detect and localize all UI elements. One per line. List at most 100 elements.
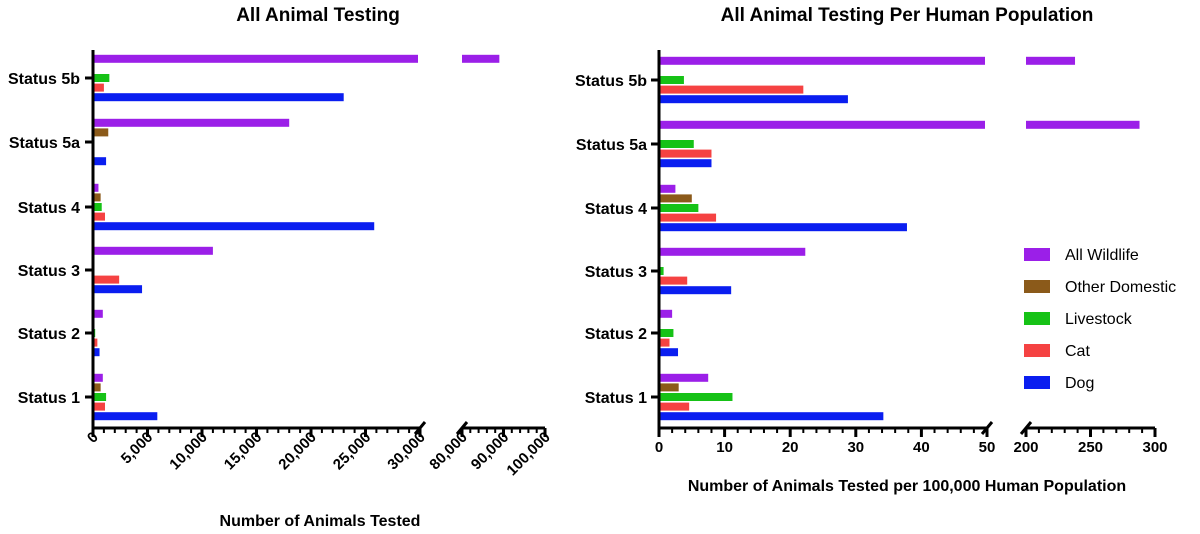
bar-status-1-livestock (659, 393, 733, 401)
bar-status-4-cat (93, 212, 105, 221)
x-tick-label: 40 (913, 439, 930, 456)
bar-status-1-all-wildlife (93, 373, 103, 382)
bar-status-5a-other-domestic (93, 128, 109, 137)
legend-label-cat: Cat (1065, 343, 1090, 360)
bar-status-5b-all-wildlife-cont (1026, 56, 1076, 65)
bar-status-2-dog (659, 348, 679, 357)
bar-status-3-livestock (659, 267, 664, 275)
bar-status-5b-all-wildlife (659, 56, 985, 65)
y-tick-label-status-3: Status 3 (585, 264, 647, 281)
bar-status-4-other-domestic (93, 193, 101, 202)
bar-status-3-all-wildlife (659, 247, 806, 256)
x-tick-label: 80,000 (426, 429, 470, 473)
legend-swatch-all-wildlife (1024, 248, 1050, 261)
axis-break-mark (455, 421, 469, 435)
x-tick-label: 10,000 (166, 429, 210, 473)
legend-swatch-livestock (1024, 312, 1050, 325)
bar-status-2-cat (659, 338, 670, 347)
x-tick-label: 10 (716, 439, 733, 456)
x-tick-label: 30 (847, 439, 864, 456)
left-x-axis-label: Number of Animals Tested (220, 513, 421, 530)
x-tick-label: 250 (1078, 439, 1103, 456)
legend-swatch-other-domestic (1024, 280, 1050, 293)
bar-status-2-livestock (659, 329, 674, 337)
left-chart-title: All Animal Testing (236, 5, 400, 26)
left-bars (93, 54, 500, 421)
bar-status-5b-all-wildlife (93, 54, 418, 63)
y-tick-label-status-3: Status 3 (18, 263, 80, 280)
bar-status-5b-livestock (93, 74, 110, 82)
bar-status-4-all-wildlife (93, 183, 99, 192)
bar-status-5b-dog (93, 93, 344, 102)
y-tick-label-status-2: Status 2 (585, 326, 647, 343)
x-tick-label: 20,000 (275, 429, 319, 473)
right-x-axis-label: Number of Animals Tested per 100,000 Hum… (688, 478, 1126, 495)
bar-status-5b-all-wildlife-cont (462, 54, 500, 63)
bar-status-1-livestock (93, 393, 107, 401)
bar-status-5a-all-wildlife (93, 118, 290, 127)
x-tick-label: 50 (979, 439, 996, 456)
bar-status-4-dog (659, 223, 907, 232)
bar-status-5a-livestock (659, 140, 694, 148)
bar-status-5a-dog (659, 159, 712, 168)
axis-break-mark (413, 421, 427, 435)
bar-status-1-dog (93, 412, 158, 421)
x-tick-label: 300 (1142, 439, 1167, 456)
bar-status-5b-livestock (659, 76, 684, 84)
x-tick-label: 25,000 (330, 429, 374, 473)
y-tick-label-status-1: Status 1 (18, 390, 80, 407)
legend-swatch-dog (1024, 376, 1050, 389)
legend-label-dog: Dog (1065, 375, 1094, 392)
bar-status-3-all-wildlife (93, 246, 213, 255)
legend-label-livestock: Livestock (1065, 311, 1133, 328)
bar-status-5a-cat (659, 149, 712, 158)
bar-status-2-all-wildlife (659, 309, 673, 318)
left-axes: Status 5b Status 5a Status 4 Status 3 Status… (8, 50, 554, 479)
axis-break-mark (980, 421, 994, 435)
bar-status-2-all-wildlife (93, 309, 103, 318)
bar-status-4-cat (659, 213, 717, 222)
bar-status-3-cat (93, 275, 120, 284)
bar-status-1-other-domestic (659, 383, 679, 392)
bar-status-2-dog (93, 348, 100, 357)
legend-label-other-domestic: Other Domestic (1065, 279, 1176, 296)
right-chart: All Animal Testing Per Human Population … (575, 5, 1168, 495)
bar-status-4-dog (93, 222, 375, 231)
bar-status-4-all-wildlife (659, 184, 676, 193)
right-chart-title: All Animal Testing Per Human Population (721, 5, 1094, 26)
bar-status-2-cat (93, 338, 98, 347)
legend-label-all-wildlife: All Wildlife (1065, 247, 1139, 264)
bar-status-5b-cat (93, 83, 104, 92)
bar-status-4-other-domestic (659, 194, 692, 203)
bar-status-1-dog (659, 412, 884, 421)
y-tick-label-status-5b: Status 5b (8, 71, 80, 88)
axis-break-mark (1019, 421, 1033, 435)
y-tick-label-status-2: Status 2 (18, 326, 80, 343)
bar-status-1-all-wildlife (659, 373, 709, 382)
x-tick-label: 0 (655, 439, 663, 456)
bar-status-5b-dog (659, 95, 848, 104)
x-tick-label: 30,000 (384, 429, 428, 473)
bar-status-4-livestock (659, 204, 699, 212)
y-tick-label-status-5a: Status 5a (9, 135, 80, 152)
y-tick-label-status-1: Status 1 (585, 390, 647, 407)
y-tick-label-status-4: Status 4 (585, 201, 647, 218)
bar-status-1-cat (659, 402, 690, 411)
y-tick-label-status-4: Status 4 (18, 200, 80, 217)
y-tick-label-status-5a: Status 5a (576, 137, 647, 154)
x-tick-label: 100,000 (503, 429, 553, 479)
right-axes: Status 5b Status 5a Status 4 Status 3 Status… (575, 50, 1168, 456)
bar-status-3-cat (659, 276, 688, 285)
bar-status-4-livestock (93, 203, 102, 211)
bar-status-5a-dog (93, 157, 107, 166)
x-tick-label: 200 (1013, 439, 1038, 456)
bar-status-1-other-domestic (93, 383, 101, 392)
bar-status-5a-all-wildlife (659, 120, 985, 129)
bar-status-3-dog (659, 286, 732, 295)
bar-status-1-cat (93, 402, 105, 411)
bar-status-3-dog (93, 285, 143, 294)
legend: All Wildlife Other Domestic Livestock Cat Do… (1024, 247, 1176, 392)
right-bars (659, 56, 1140, 421)
